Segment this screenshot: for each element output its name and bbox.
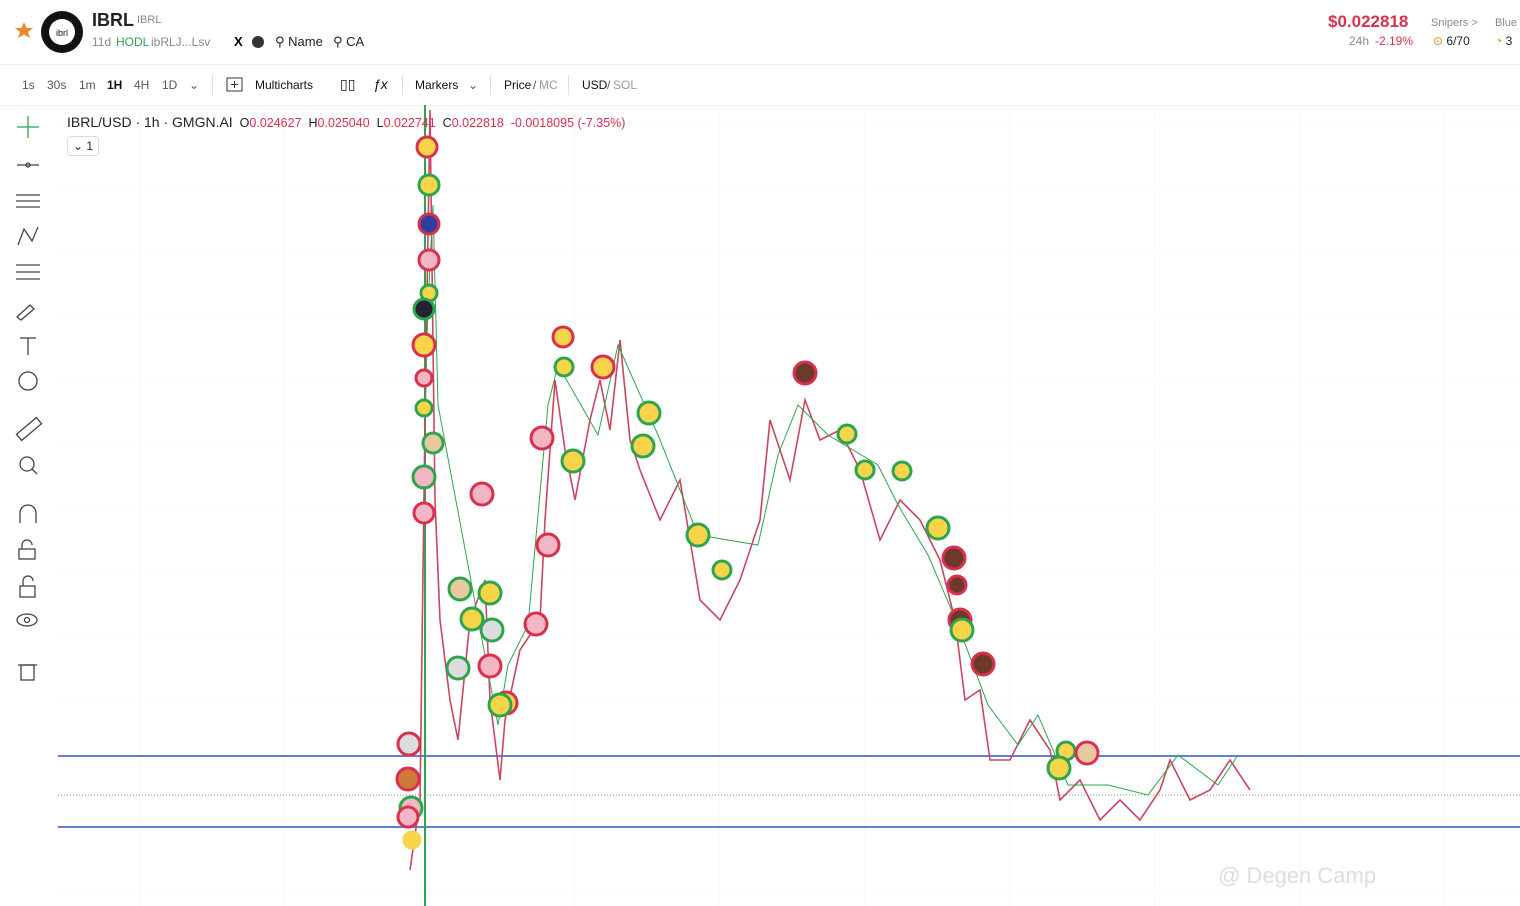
ca-search[interactable]: ⚲ CA (333, 34, 365, 49)
pattern-tool[interactable] (17, 226, 39, 246)
blue-value: 3 (1505, 34, 1513, 48)
open: 0.024627 (249, 116, 302, 130)
delete-tool[interactable] (18, 664, 37, 681)
header: ibrl IBRL IBRL 11d HODL ibRLJ...Lsv X ⚲ … (0, 0, 1520, 65)
token-symbol: IBRL (92, 10, 134, 30)
lock-tool[interactable] (19, 575, 36, 598)
zoom-tool[interactable] (19, 456, 38, 475)
fib-tool[interactable] (16, 264, 40, 280)
usd-toggle[interactable]: USD (582, 78, 608, 92)
multicharts-icon (226, 77, 243, 92)
channel-tool[interactable] (16, 194, 40, 208)
l-label: L (376, 116, 384, 130)
watermark: @ Degen Camp (1218, 863, 1376, 888)
chart-area: @ Degen Camp (58, 105, 1520, 906)
brush-tool[interactable] (15, 304, 35, 321)
grid (58, 105, 1520, 906)
price-path-up (424, 204, 1239, 796)
sol-toggle[interactable]: SOL (613, 78, 638, 92)
token-age: 11d (92, 35, 112, 49)
interval-dropdown[interactable]: ⌄ (189, 78, 200, 92)
markers[interactable]: Markers (415, 78, 459, 92)
markers-dropdown[interactable]: ⌄ (468, 78, 479, 92)
toolbar: Multicharts ▯▯ ƒx Markers ⌄ Price / MC U… (0, 65, 1520, 106)
interval-button[interactable]: 30s (47, 78, 67, 92)
indicator-toggle[interactable]: ⌄ 1 (67, 136, 99, 156)
interval-button[interactable]: 1s (22, 78, 35, 92)
interval-button[interactable]: 1H (107, 78, 123, 92)
token-logo: ibrl (41, 11, 83, 53)
svg-text:X: X (234, 34, 243, 49)
indicators[interactable]: ƒx (373, 76, 388, 92)
snipers-label[interactable]: Snipers > (1431, 17, 1478, 29)
blue-label: Blue (1495, 17, 1518, 29)
magnet-tool[interactable] (19, 504, 37, 523)
social-icons[interactable]: X (232, 34, 272, 50)
ruler-tool[interactable] (15, 416, 43, 442)
ca-label: CA (346, 34, 365, 49)
mc-toggle[interactable]: MC (539, 78, 558, 92)
snipers: 6/70 (1446, 34, 1470, 48)
hodl-tag: HODL (116, 35, 150, 49)
change-label: 24h (1349, 34, 1370, 48)
interval-button[interactable]: 1D (162, 78, 178, 92)
high: 0.025040 (317, 116, 370, 130)
h-label: H (308, 116, 318, 130)
favorite-star[interactable] (14, 20, 34, 40)
lock-drawings-tool[interactable] (18, 539, 36, 560)
low: 0.022741 (383, 116, 436, 130)
close: 0.022818 (451, 116, 504, 130)
ohlc-legend: IBRL/USD · 1h · GMGN.AI O0.024627 H0.025… (67, 114, 625, 130)
address[interactable]: ibRLJ...Lsv (151, 35, 211, 49)
c-label: C (442, 116, 452, 130)
price: $0.022818 (1328, 12, 1409, 31)
price-toggle[interactable]: Price (504, 78, 532, 92)
token-symbol-small: IBRL (137, 14, 162, 26)
trade-markers[interactable] (395, 135, 1100, 850)
emoji-tool[interactable] (18, 371, 38, 391)
interval-button[interactable]: 4H (134, 78, 150, 92)
visibility-tool[interactable] (16, 613, 38, 627)
drawing-tools (15, 116, 43, 681)
interval-button[interactable]: 1m (79, 78, 96, 92)
multicharts[interactable]: Multicharts (255, 78, 314, 92)
bar-change: -0.0018095 (-7.35%) (510, 116, 626, 130)
name-search[interactable]: ⚲ Name (275, 34, 323, 49)
chart-type[interactable]: ▯▯ (340, 76, 356, 92)
pair: IBRL/USD · 1h · GMGN.AI (67, 114, 233, 130)
change: -2.19% (1375, 34, 1414, 48)
name-label: Name (288, 34, 323, 49)
o-label: O (239, 116, 250, 130)
text-tool[interactable] (20, 337, 36, 355)
crosshair-tool[interactable] (17, 116, 39, 138)
svg-text:ibrl: ibrl (56, 28, 68, 38)
indicator-count: 1 (86, 139, 94, 153)
line-tool[interactable] (17, 162, 39, 168)
